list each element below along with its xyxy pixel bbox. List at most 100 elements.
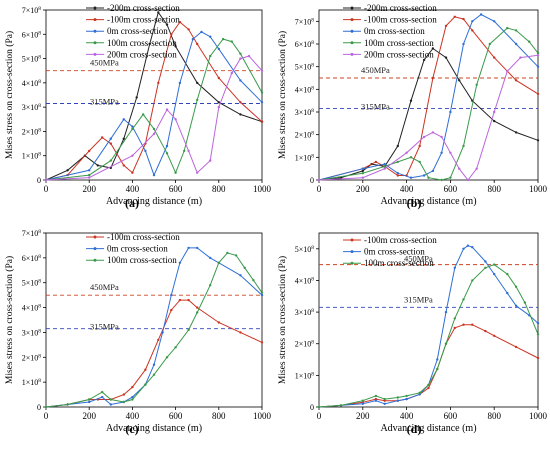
data-point [462,144,465,148]
data-point [514,42,518,46]
data-point [493,20,496,23]
data-point [361,167,364,170]
data-point [260,120,264,123]
data-point [101,390,104,394]
data-point [427,386,430,390]
plot-frame [45,9,263,181]
data-point [174,346,177,349]
plot-frame [45,232,263,408]
legend-marker [93,247,97,251]
series-3 [317,263,540,409]
data-point [217,76,220,80]
y-tick-label: 2×108 [22,127,42,136]
data-point [109,137,113,140]
data-point [122,118,126,121]
data-point [514,29,518,32]
data-point [221,37,225,41]
series-line [45,55,263,181]
data-point [506,291,509,295]
legend-entry: -100m cross-section [364,15,437,25]
y-tick-label: 7×108 [22,6,42,15]
data-point [144,149,147,153]
data-point [418,160,421,164]
legend-marker [93,52,97,56]
data-point [396,399,399,402]
series-1 [317,323,540,409]
series-1 [44,298,264,409]
x-tick-label: 400 [126,184,140,194]
legend-entry: 0m cross-section [107,244,168,254]
data-point [131,398,134,401]
data-point [122,137,126,140]
data-point [260,293,264,297]
data-point [383,162,386,166]
data-point [144,383,147,386]
data-point [157,11,160,14]
data-point [226,251,229,255]
x-axis-label: Advancing distance (m) [106,196,202,207]
data-point [209,284,212,287]
y-tick-label: 1×108 [22,152,42,161]
legend-marker [350,52,354,56]
data-point [209,54,212,58]
series-line [318,264,539,408]
y-tick-label: 4×108 [295,276,315,285]
data-point [396,160,399,164]
legend-marker [350,261,354,265]
data-point [157,81,160,85]
data-point [165,108,169,111]
data-point [101,395,104,399]
series-line [45,38,263,181]
data-point [427,383,430,387]
series-2 [44,20,264,182]
data-point [260,91,264,94]
data-point [418,144,421,148]
y-tick-label: 3×108 [22,103,42,112]
series-line [318,54,539,181]
y-tick-label: 4×108 [22,79,42,88]
data-point [317,405,321,409]
data-point [196,98,199,102]
data-point [458,79,461,82]
x-tick-label: 800 [212,411,226,421]
data-point [260,291,264,294]
data-point [230,40,233,43]
data-point [165,152,169,155]
data-point [462,42,465,46]
x-tick-label: 600 [169,411,183,421]
y-tick-label: 5×108 [22,55,42,64]
y-tick-label: 3×108 [295,308,315,317]
data-point [449,151,452,154]
data-point [514,304,518,307]
data-point [471,323,474,326]
legend-entry: -100m cross-section [364,235,437,245]
x-axis-label: Advancing distance (m) [380,423,476,434]
legend-entry: 100m cross-section [107,255,177,265]
data-point [252,279,255,282]
x-tick-label: 200 [356,411,370,421]
data-point [135,96,138,99]
y-tick-label: 2×108 [295,131,315,140]
data-point [536,54,540,57]
data-point [361,399,364,402]
data-point [187,298,190,302]
data-point [536,356,540,360]
series-line [45,247,263,408]
data-point [44,405,48,409]
legend-marker [93,41,97,45]
legend-entry: -100m cross-section [107,15,180,25]
legend-entry: 200m cross-section [107,49,177,59]
data-point [405,397,408,401]
data-point [431,47,435,50]
data-point [88,173,91,177]
x-tick-label: 600 [444,411,458,421]
series-3 [44,30,264,182]
data-point [488,42,491,46]
legend-marker [93,258,97,262]
data-point [165,356,169,359]
data-point [453,326,456,330]
data-point [506,26,509,30]
data-point [422,58,426,62]
data-point [409,176,413,179]
data-point [383,397,386,401]
